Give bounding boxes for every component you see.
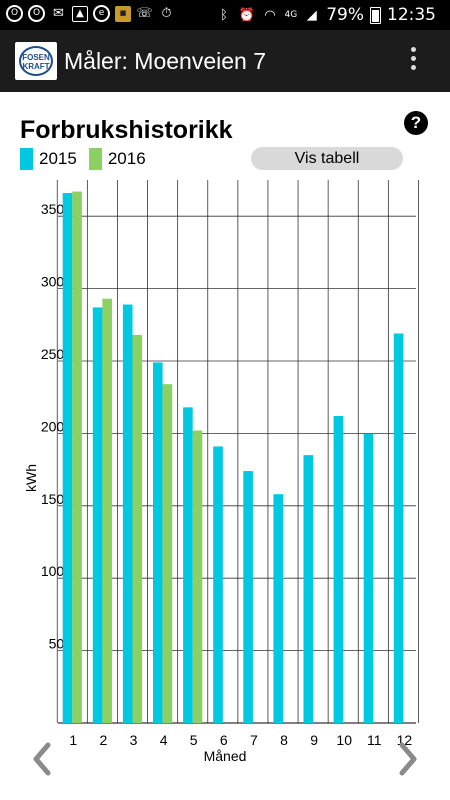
x-tick-label: 5	[190, 732, 198, 748]
x-tick-label: 6	[220, 732, 228, 748]
bar-2016-4	[162, 384, 173, 723]
image-icon: ▲	[72, 5, 88, 22]
bar-2015-4	[153, 362, 163, 723]
wifi-icon: ◠	[264, 7, 276, 23]
circle-app-icon: e	[93, 5, 110, 22]
app-title: Måler: Moenveien 7	[64, 48, 266, 74]
app-bar: FOSEN KRAFT Måler: Moenveien 7	[0, 30, 450, 92]
overflow-menu-icon[interactable]	[409, 47, 419, 75]
bar-2015-11	[363, 433, 374, 723]
bar-2015-3	[122, 304, 133, 723]
status-bar: O O ✉ ▲ e ■ ☏ ⏱ ᛒ ⏰ ◠ 4G ◢ 79% 12:35	[0, 0, 450, 30]
timer-icon: ⏱	[161, 6, 172, 21]
chart-legend: 2015 2016	[20, 148, 158, 170]
opera-icon: O	[28, 5, 45, 22]
network-type: 4G	[284, 9, 298, 20]
bar-2015-6	[213, 446, 223, 723]
bar-2016-5	[192, 430, 203, 723]
bar-2015-5	[183, 407, 193, 723]
bar-2015-7	[243, 471, 253, 723]
legend-label-2015: 2015	[39, 149, 77, 168]
x-tick-label: 10	[336, 732, 352, 748]
bar-2016-3	[132, 334, 143, 723]
chevron-right-icon[interactable]	[399, 742, 417, 776]
signal-icon: ◢	[306, 7, 317, 23]
vis-tabell-button[interactable]: Vis tabell	[251, 147, 403, 170]
bar-2015-9	[303, 455, 314, 723]
battery-icon	[370, 6, 381, 24]
mail-icon: ✉	[53, 6, 64, 21]
x-tick-label: 11	[367, 732, 382, 748]
bar-2015-2	[92, 307, 103, 723]
gold-app-icon: ■	[115, 5, 131, 22]
clock: 12:35	[387, 5, 436, 25]
fosen-kraft-logo: FOSEN KRAFT	[15, 42, 57, 80]
bar-2016-1	[72, 191, 82, 724]
x-tick-label: 1	[69, 732, 77, 748]
battery-percent: 79%	[326, 5, 364, 25]
page-title: Forbrukshistorikk	[20, 116, 233, 144]
bar-2015-12	[393, 333, 404, 723]
legend-label-2016: 2016	[107, 149, 146, 168]
bar-2015-1	[62, 193, 73, 724]
opera-icon: O	[6, 5, 23, 22]
bar-2016-2	[102, 298, 112, 723]
missed-call-icon: ☏	[136, 6, 153, 21]
alarm-icon: ⏰	[238, 7, 256, 23]
legend-swatch-2016	[88, 148, 102, 170]
bar-2015-10	[333, 416, 344, 723]
x-axis-label: Måned	[204, 748, 247, 764]
x-tick-label: 7	[250, 732, 258, 748]
x-tick-label: 3	[130, 732, 138, 748]
chevron-left-icon[interactable]	[33, 742, 51, 776]
help-icon[interactable]: ?	[404, 111, 428, 135]
x-tick-label: 8	[280, 732, 288, 748]
bar-2015-8	[273, 494, 283, 723]
bluetooth-icon: ᛒ	[220, 7, 228, 23]
x-tick-label: 2	[100, 732, 108, 748]
x-tick-label: 4	[160, 732, 168, 748]
x-tick-label: 9	[310, 732, 318, 748]
legend-swatch-2015	[20, 148, 33, 170]
y-axis-label: kWh	[23, 464, 39, 492]
system-icons: ᛒ ⏰ ◠ 4G ◢ 79% 12:35	[216, 5, 436, 25]
notification-icons: O O ✉ ▲ e ■ ☏ ⏱	[6, 5, 175, 22]
